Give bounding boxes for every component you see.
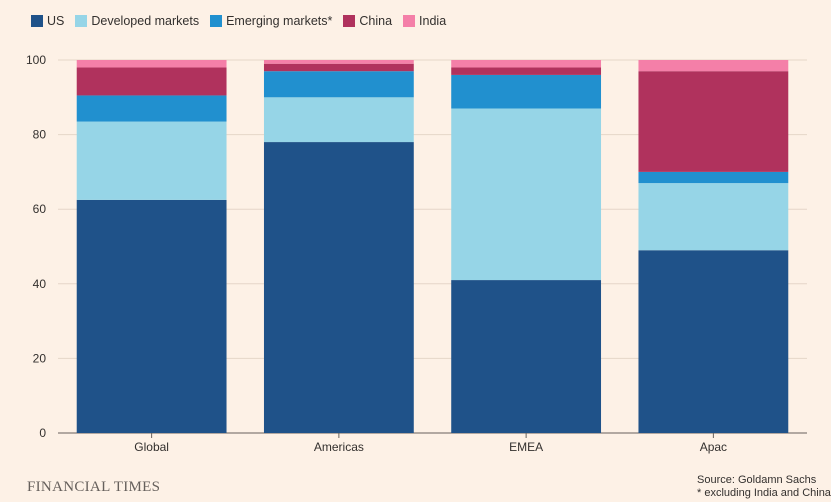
y-tick-label: 20: [33, 351, 47, 365]
x-tick-label: Americas: [314, 440, 364, 454]
bar-segment: [638, 71, 789, 172]
bar-segment: [451, 60, 602, 68]
bar-segment: [263, 71, 414, 98]
x-tick-label: EMEA: [509, 440, 543, 454]
y-tick-label: 40: [33, 277, 47, 291]
legend-swatch: [403, 15, 416, 27]
bar-segment: [638, 183, 789, 251]
bar-segment: [451, 67, 602, 75]
bar-segment: [451, 280, 602, 433]
legend-label: US: [47, 14, 65, 28]
bar-segment: [638, 60, 789, 72]
bar-segment: [76, 199, 227, 433]
y-tick-label: 60: [33, 202, 47, 216]
bar-segment: [263, 142, 414, 433]
bar-segment: [76, 60, 227, 68]
legend-swatch: [343, 15, 356, 27]
bar-segment: [76, 121, 227, 200]
bar-segment: [263, 60, 414, 64]
bar-groups: [76, 60, 789, 433]
legend-label: India: [419, 14, 447, 28]
legend-swatch: [75, 15, 88, 27]
ft-brand-logo: FINANCIAL TIMES: [27, 479, 161, 495]
legend-item: India: [403, 14, 446, 28]
y-axis: 0 20 40 60 80 100: [26, 53, 46, 440]
bar-segment: [263, 63, 414, 72]
legend-label: China: [359, 14, 393, 28]
legend-label: Developed markets: [91, 14, 200, 28]
y-tick-label: 100: [26, 53, 46, 67]
legend-item: US: [31, 14, 64, 28]
source-note: Source: Goldamn Sachs * excluding India …: [697, 474, 831, 500]
x-tick-label: Global: [134, 440, 169, 454]
bar-segment: [263, 97, 414, 143]
legend-label: Emerging markets*: [226, 14, 333, 28]
legend: US Developed markets Emerging markets* Chin…: [31, 14, 457, 28]
bar-segment: [76, 67, 227, 96]
x-axis: Global Americas EMEA Apac: [134, 433, 727, 454]
legend-item: China: [343, 14, 392, 28]
bar-segment: [76, 95, 227, 122]
bar-segment: [451, 74, 602, 109]
source-text: Source: Goldamn Sachs: [697, 474, 817, 486]
legend-swatch: [210, 15, 223, 27]
y-tick-label: 0: [39, 426, 46, 440]
bar-segment: [638, 171, 789, 184]
bar-segment: [638, 250, 789, 433]
legend-swatch: [31, 15, 43, 27]
y-tick-label: 80: [33, 128, 47, 142]
legend-item: Emerging markets*: [210, 14, 332, 28]
bar-segment: [451, 108, 602, 281]
legend-item: Developed markets: [75, 14, 199, 28]
footnote-text: * excluding India and China: [697, 487, 831, 499]
x-tick-label: Apac: [700, 440, 727, 454]
